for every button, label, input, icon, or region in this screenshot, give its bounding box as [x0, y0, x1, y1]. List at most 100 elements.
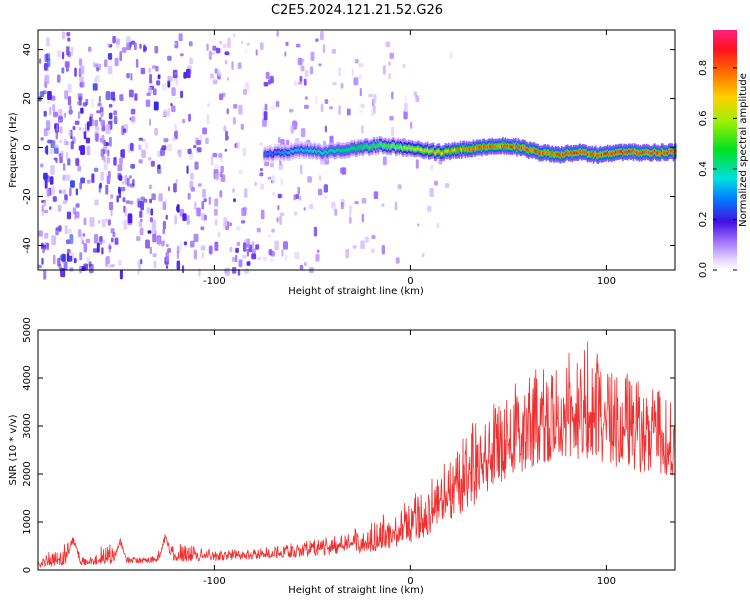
- heatmap-ridge-cell: [626, 151, 629, 155]
- heatmap-ridge-cell: [518, 145, 521, 149]
- heatmap-noise-cell: [160, 148, 165, 156]
- heatmap-ridge-cell: [608, 152, 610, 156]
- heatmap-noise-cell: [194, 161, 199, 170]
- heatmap-noise-cell: [43, 110, 47, 117]
- heatmap-noise-cell: [348, 205, 353, 214]
- heatmap-ridge-cell: [551, 151, 554, 155]
- heatmap-noise-cell: [98, 95, 101, 103]
- heatmap-ridge-cell: [328, 149, 330, 153]
- heatmap-noise-cell: [338, 105, 341, 115]
- heatmap-noise-cell: [47, 91, 52, 100]
- heatmap-ridge-cell: [589, 152, 591, 156]
- heatmap-noise-cell: [316, 249, 320, 253]
- heatmap-noise-cell: [75, 211, 80, 219]
- heatmap-noise-cell: [55, 131, 58, 140]
- heatmap-noise-cell: [63, 261, 68, 271]
- heatmap-noise-cell: [96, 110, 101, 114]
- heatmap-noise-cell: [66, 239, 70, 245]
- heatmap-noise-cell: [236, 141, 240, 149]
- heatmap-ridge-cell: [356, 147, 358, 151]
- heatmap-noise-cell: [162, 201, 167, 211]
- heatmap-ridge-cell: [635, 150, 637, 154]
- heatmap-noise-cell: [128, 89, 134, 98]
- heatmap-noise-cell: [62, 189, 67, 195]
- heatmap-ridge-cell: [529, 147, 531, 151]
- heatmap-noise-cell: [188, 41, 193, 47]
- heatmap-noise-cell: [126, 42, 132, 51]
- heatmap-noise-cell: [195, 150, 198, 155]
- heatmap-ridge-cell: [584, 150, 586, 154]
- heatmap-noise-cell: [197, 183, 202, 187]
- heatmap-ridge-cell: [461, 149, 463, 153]
- heatmap-ridge-cell: [603, 152, 605, 156]
- heatmap-noise-cell: [178, 33, 183, 42]
- heatmap-ridge-cell: [519, 146, 522, 150]
- heatmap-noise-cell: [157, 236, 161, 247]
- heatmap-noise-cell: [276, 30, 279, 37]
- heatmap-ridge-cell: [618, 150, 621, 154]
- heatmap-noise-cell: [391, 126, 394, 137]
- heatmap-noise-cell: [360, 240, 365, 249]
- heatmap-ridge-cell: [505, 145, 508, 149]
- heatmap-noise-cell: [119, 94, 124, 101]
- heatmap-ridge-cell: [342, 148, 344, 152]
- heatmap-noise-cell: [324, 195, 328, 199]
- heatmap-noise-cell: [96, 67, 99, 72]
- heatmap-noise-cell: [213, 208, 218, 216]
- heatmap-noise-cell: [151, 220, 157, 230]
- heatmap-noise-cell: [119, 269, 123, 280]
- heatmap-noise-cell: [436, 222, 439, 229]
- heatmap-ridge-cell: [270, 152, 273, 156]
- heatmap-noise-cell: [61, 67, 65, 74]
- heatmap-noise-cell: [67, 96, 72, 106]
- heatmap-ridge-cell: [578, 150, 581, 153]
- heatmap-noise-cell: [167, 144, 172, 152]
- heatmap-noise-cell: [215, 173, 219, 181]
- heatmap-noise-cell: [263, 81, 269, 87]
- heatmap-noise-cell: [88, 46, 92, 52]
- heatmap-ridge-cell: [453, 148, 456, 151]
- heatmap-ridge-cell: [617, 150, 619, 154]
- heatmap-noise-cell: [129, 183, 135, 188]
- heatmap-noise-cell: [113, 112, 116, 116]
- heatmap-noise-cell: [77, 93, 83, 101]
- heatmap-noise-cell: [111, 237, 114, 243]
- heatmap-noise-cell: [174, 130, 178, 140]
- heatmap-noise-cell: [107, 219, 111, 226]
- heatmap-noise-cell: [168, 76, 173, 82]
- heatmap-noise-cell: [146, 92, 151, 97]
- heatmap-noise-cell: [232, 188, 235, 193]
- heatmap-ridge-cell: [326, 151, 329, 155]
- heatmap-ridge-cell: [465, 147, 468, 150]
- heatmap-ridge-cell: [411, 146, 414, 150]
- heatmap-noise-cell: [236, 226, 241, 231]
- heatmap-noise-cell: [54, 147, 59, 154]
- heatmap-ridge-cell: [557, 152, 559, 156]
- heatmap-ridge-cell: [571, 153, 574, 156]
- y-tick-label: 2000: [22, 461, 33, 486]
- heatmap-noise-cell: [149, 198, 152, 204]
- heatmap-noise-cell: [52, 104, 55, 112]
- heatmap-ridge-cell: [510, 145, 512, 149]
- heatmap-ridge-cell: [597, 154, 599, 158]
- heatmap-noise-cell: [79, 76, 84, 82]
- heatmap-noise-cell: [385, 41, 391, 48]
- heatmap-ridge-cell: [655, 150, 657, 154]
- heatmap-ridge-cell: [344, 149, 347, 153]
- heatmap-noise-cell: [370, 248, 375, 254]
- heatmap-ridge-cell: [283, 152, 285, 156]
- heatmap-ridge-cell: [329, 148, 331, 152]
- heatmap-noise-cell: [58, 108, 63, 117]
- heatmap-noise-cell: [46, 188, 51, 197]
- heatmap-noise-cell: [114, 237, 119, 245]
- heatmap-noise-cell: [354, 201, 359, 205]
- heatmap-noise-cell: [196, 140, 202, 145]
- heatmap-noise-cell: [130, 73, 133, 81]
- heatmap-noise-cell: [404, 94, 408, 101]
- heatmap-noise-cell: [173, 42, 177, 46]
- heatmap-noise-cell: [137, 260, 141, 269]
- heatmap-ridge-cell: [670, 149, 672, 153]
- heatmap-noise-cell: [352, 245, 357, 249]
- heatmap-noise-cell: [53, 157, 58, 161]
- heatmap-noise-cell: [103, 163, 108, 171]
